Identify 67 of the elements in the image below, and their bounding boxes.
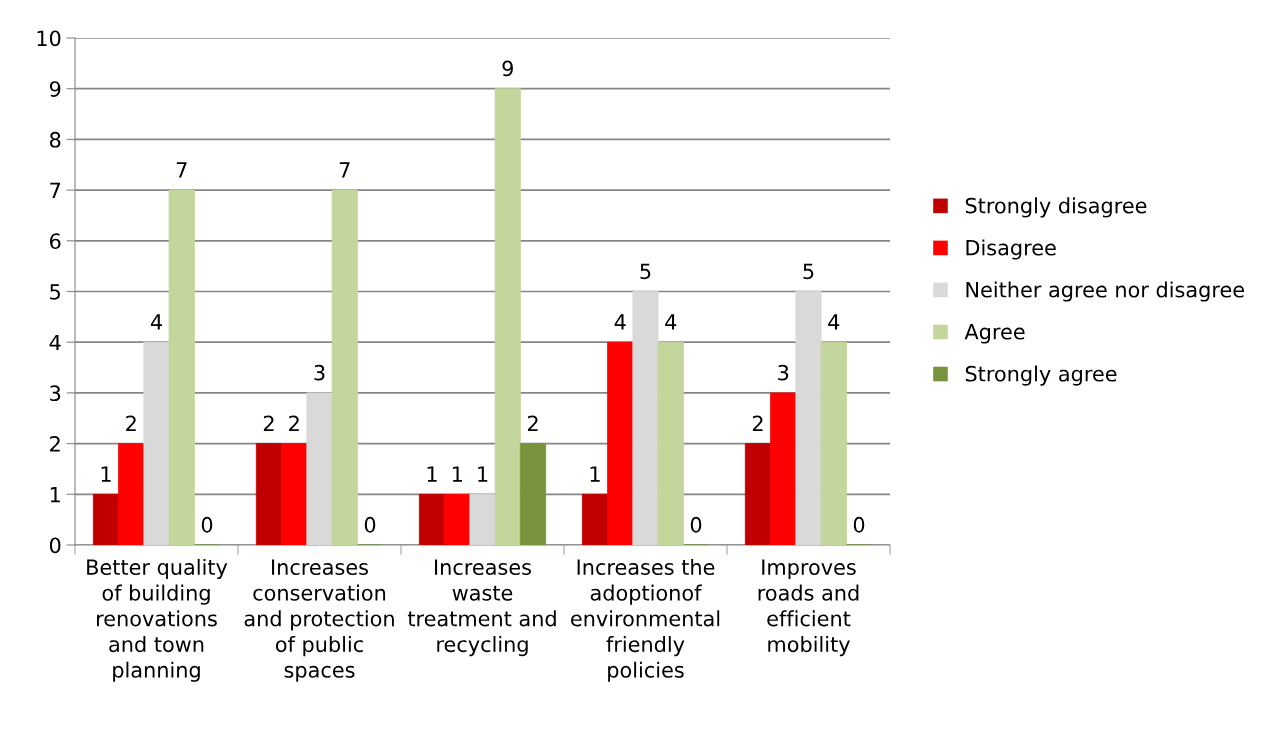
bar [306, 392, 333, 545]
data-label: 4 [150, 314, 162, 330]
bar [281, 443, 308, 545]
data-label: 1 [590, 466, 600, 482]
bar [331, 189, 358, 545]
data-label: 0 [690, 516, 702, 533]
legend-label: Strongly disagree [965, 197, 1147, 218]
data-label: 5 [640, 263, 651, 280]
y-tick-label: 0 [49, 537, 61, 554]
data-label: 1 [452, 466, 462, 482]
bar [607, 341, 634, 545]
legend-label: Strongly agree [965, 365, 1117, 386]
x-tick-label: Better quality of building renovations and town planning [87, 558, 228, 682]
data-label: 4 [614, 314, 626, 330]
y-tick-label: 8 [49, 131, 61, 148]
bar [744, 443, 772, 545]
y-tick-label: 4 [49, 334, 61, 351]
y-tick-label: 1 [50, 487, 60, 503]
bar [92, 493, 120, 545]
data-label: 4 [665, 314, 677, 330]
y-tick-label: 6 [50, 233, 61, 250]
data-label: 1 [427, 466, 437, 482]
bar [770, 392, 797, 545]
data-label: 0 [201, 516, 213, 533]
x-tick-label: Increases waste treatment and recycling [407, 559, 556, 657]
data-label: 1 [478, 466, 488, 482]
bar [657, 341, 684, 545]
y-tick-label: 3 [50, 385, 61, 402]
bar [168, 189, 195, 545]
bar [494, 88, 521, 545]
legend-label: Agree [964, 324, 1025, 344]
bar [143, 341, 170, 545]
y-tick-label: 9 [49, 81, 61, 97]
data-label: 2 [289, 415, 299, 431]
bar [469, 493, 496, 545]
data-label: 1 [101, 466, 111, 482]
x-tick-label: Increases conservation and protection of public spaces [244, 559, 394, 682]
x-tick-label: Increases the adoptionof environmental friendly policies [571, 558, 720, 682]
legend-label: Disagree [966, 239, 1056, 260]
data-label: 7 [176, 162, 187, 178]
data-label: 0 [853, 516, 865, 533]
data-label: 2 [263, 415, 274, 431]
legend-label: Neither agree nor disagree [966, 281, 1244, 302]
bar [418, 493, 446, 545]
data-label: 4 [828, 314, 840, 330]
bar [255, 443, 283, 545]
data-label: 2 [752, 415, 763, 431]
x-tick-label: Improves roads and efficient mobility [758, 559, 859, 657]
data-label: 7 [339, 162, 350, 178]
bar [519, 443, 547, 545]
y-tick-label: 2 [50, 436, 60, 452]
data-label: 2 [527, 415, 538, 431]
y-tick-label: 10 [37, 30, 61, 47]
bar [632, 291, 659, 545]
y-tick-label: 5 [50, 284, 60, 300]
data-label: 9 [502, 60, 513, 77]
data-label: 3 [314, 364, 325, 381]
bar [118, 443, 145, 545]
bar [444, 493, 471, 545]
data-label: 5 [803, 263, 814, 280]
y-tick-label: 7 [50, 182, 61, 199]
data-label: 3 [778, 364, 789, 381]
bar [820, 341, 847, 545]
data-label: 0 [364, 516, 376, 533]
data-label: 2 [126, 415, 136, 431]
bar [581, 493, 609, 545]
bar [795, 291, 822, 545]
